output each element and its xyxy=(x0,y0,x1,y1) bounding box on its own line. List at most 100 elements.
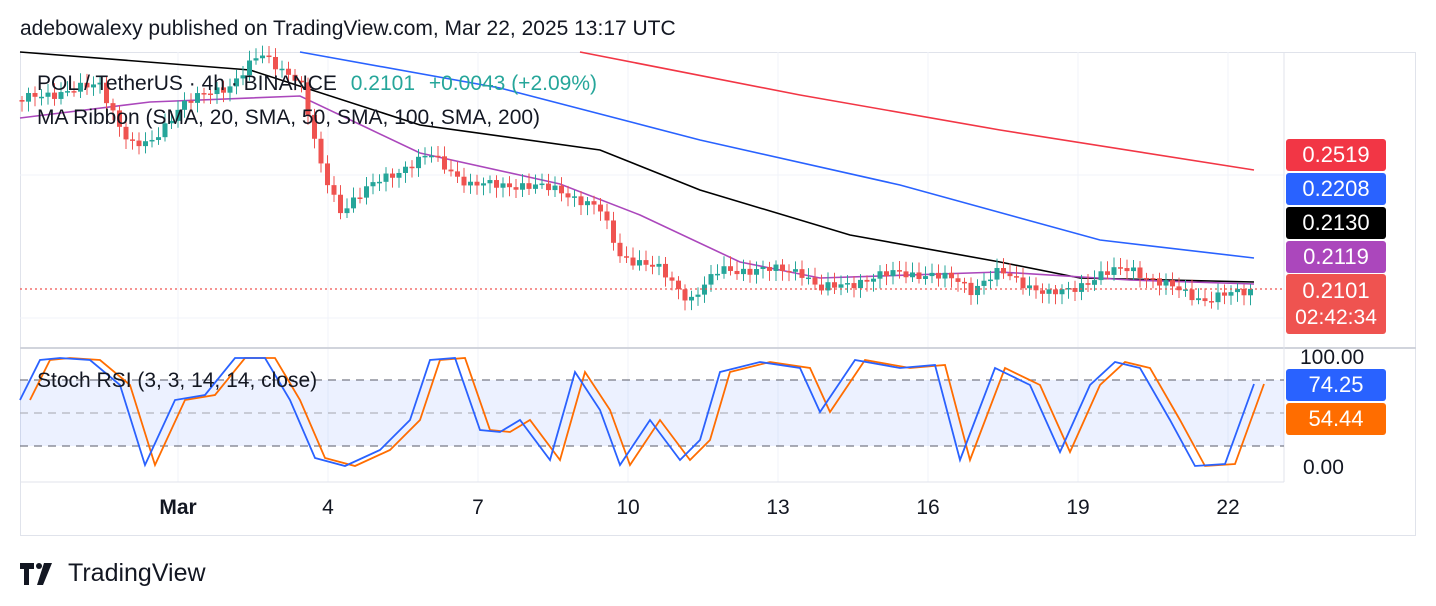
candle-body xyxy=(507,183,512,188)
candle-body xyxy=(279,68,285,71)
ma-legend[interactable]: MA Ribbon (SMA, 20, SMA, 50, SMA, 100, S… xyxy=(37,106,541,129)
candle-body xyxy=(988,279,993,282)
candle-body xyxy=(1189,289,1195,301)
candle-body xyxy=(1163,280,1169,286)
candle-body xyxy=(916,272,922,279)
candle-body xyxy=(1209,301,1214,303)
candle-body xyxy=(71,91,77,93)
candle-body xyxy=(1053,289,1058,295)
candle-body xyxy=(162,123,168,138)
last-price-value: 0.2101 xyxy=(1302,278,1370,303)
candle-body xyxy=(572,196,577,198)
candle-body xyxy=(487,180,493,184)
candle-body xyxy=(442,156,447,170)
candle-body xyxy=(656,263,662,267)
publish-header: adebowalexy published on TradingView.com… xyxy=(20,17,676,40)
candle-body xyxy=(851,283,857,289)
last-price: 0.2101 xyxy=(350,72,416,95)
candle-body xyxy=(669,277,675,281)
candle-body xyxy=(403,166,408,173)
candle-body xyxy=(565,193,571,198)
candle-body xyxy=(1085,283,1091,285)
x-tick-13: 13 xyxy=(766,496,790,519)
symbol-name: POL / TetherUS · 4h · BINANCE xyxy=(37,72,337,95)
candle-body xyxy=(104,82,109,104)
candle-body xyxy=(604,211,610,221)
sma200-line xyxy=(579,51,1255,171)
candle-body xyxy=(871,278,876,282)
candle-body xyxy=(773,264,779,271)
candle-body xyxy=(825,282,831,291)
candle-body xyxy=(981,280,987,286)
candle-body xyxy=(585,201,590,206)
tradingview-logo[interactable]: TradingView xyxy=(20,559,206,588)
candle-body xyxy=(689,296,694,301)
candle-body xyxy=(1001,268,1006,274)
sma50-badge: 0.2130 xyxy=(1286,207,1386,239)
candle-body xyxy=(949,272,954,279)
candle-body xyxy=(52,92,57,99)
candle-body xyxy=(858,279,863,289)
candle-body xyxy=(1014,276,1019,278)
candle-body xyxy=(812,277,818,285)
candle-body xyxy=(91,84,96,88)
candle-body xyxy=(1118,267,1123,269)
candle-body xyxy=(1170,280,1175,287)
candle-body xyxy=(1176,286,1182,291)
candle-body xyxy=(117,110,122,127)
candle-body xyxy=(19,100,25,102)
candle-body xyxy=(1007,273,1013,277)
candle-body xyxy=(1150,278,1156,280)
candle-body xyxy=(299,80,304,83)
candle-body xyxy=(552,185,558,191)
candle-body xyxy=(702,284,707,295)
candle-body xyxy=(286,68,291,75)
symbol-legend[interactable]: POL / TetherUS · 4h · BINANCE 0.2101 +0.… xyxy=(37,72,597,96)
stoch-legend[interactable]: Stoch RSI (3, 3, 14, 14, close) xyxy=(37,369,318,392)
candle-body xyxy=(1248,288,1253,296)
candle-body xyxy=(728,266,733,271)
candle-body xyxy=(1046,289,1052,294)
candle-body xyxy=(533,184,538,189)
candle-body xyxy=(929,272,935,277)
footer-brand: TradingView xyxy=(68,559,206,587)
stoch-axis-top: 100.00 xyxy=(1300,346,1365,369)
candle-body xyxy=(455,171,460,177)
candle-body xyxy=(247,60,252,76)
candle-body xyxy=(110,103,116,111)
candle-body xyxy=(955,278,961,282)
candle-body xyxy=(897,270,902,272)
candle-body xyxy=(1111,267,1117,275)
candle-body xyxy=(1157,278,1162,286)
candle-body xyxy=(663,263,668,278)
candle-body xyxy=(214,87,220,95)
candle-body xyxy=(422,155,428,158)
candle-body xyxy=(221,87,226,93)
candle-body xyxy=(448,169,454,172)
candle-body xyxy=(741,268,746,275)
candle-body xyxy=(1215,292,1221,303)
candle-body xyxy=(630,257,636,266)
candle-body xyxy=(123,126,129,140)
candle-body xyxy=(767,266,772,271)
candle-body xyxy=(39,96,44,99)
stoch-d-badge: 54.44 xyxy=(1286,403,1386,435)
candle-body xyxy=(84,82,90,88)
candle-body xyxy=(721,266,727,274)
candle-body xyxy=(78,82,83,92)
candle-body xyxy=(416,156,421,169)
candle-body xyxy=(364,186,369,198)
candle-body xyxy=(754,269,759,275)
candle-body xyxy=(305,82,311,115)
candle-body xyxy=(481,183,486,186)
candles xyxy=(19,45,1253,311)
candle-body xyxy=(494,180,499,188)
candle-body xyxy=(513,187,519,190)
candle-body xyxy=(1072,288,1078,292)
candle-body xyxy=(357,197,363,199)
candle-body xyxy=(1027,285,1032,289)
candle-body xyxy=(201,93,207,95)
candle-body xyxy=(253,58,259,61)
candle-body xyxy=(312,114,317,139)
